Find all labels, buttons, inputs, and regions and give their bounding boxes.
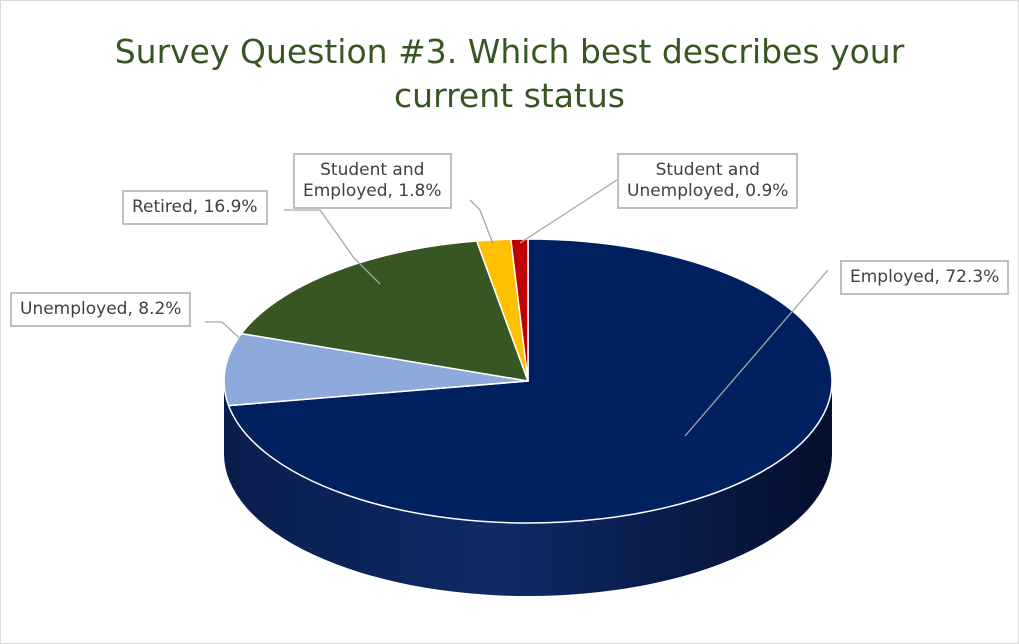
pie-slice-unemployed: [223, 332, 529, 407]
pie-slice-employed: [227, 238, 833, 524]
data-label-student-employed: Student and Employed, 1.8%: [293, 153, 452, 209]
leader-line-1: [205, 321, 259, 356]
data-label-retired: Retired, 16.9%: [122, 190, 268, 225]
data-label-employed: Employed, 72.3%: [840, 260, 1010, 295]
data-label-student-unemployed: Student and Unemployed, 0.9%: [617, 153, 799, 209]
chart-title-line-1: Survey Question #3. Which best describes…: [114, 32, 905, 71]
leader-line-2: [284, 209, 381, 285]
leader-lines: [205, 179, 829, 437]
data-label-unemployed: Unemployed, 8.2%: [10, 292, 192, 327]
leader-line-0: [684, 269, 829, 437]
pie-slice-student-and-unemployed: [510, 238, 529, 382]
pie-side-wall: [224, 381, 832, 596]
pie-slice-retired: [240, 240, 529, 382]
leader-line-3: [469, 199, 494, 245]
pie-side-employed: [224, 381, 832, 596]
leader-line-4: [519, 179, 618, 244]
chart-title: Survey Question #3. Which best describes…: [0, 30, 1019, 118]
pie-slices: [223, 238, 833, 524]
chart-title-line-2: current status: [394, 76, 625, 115]
